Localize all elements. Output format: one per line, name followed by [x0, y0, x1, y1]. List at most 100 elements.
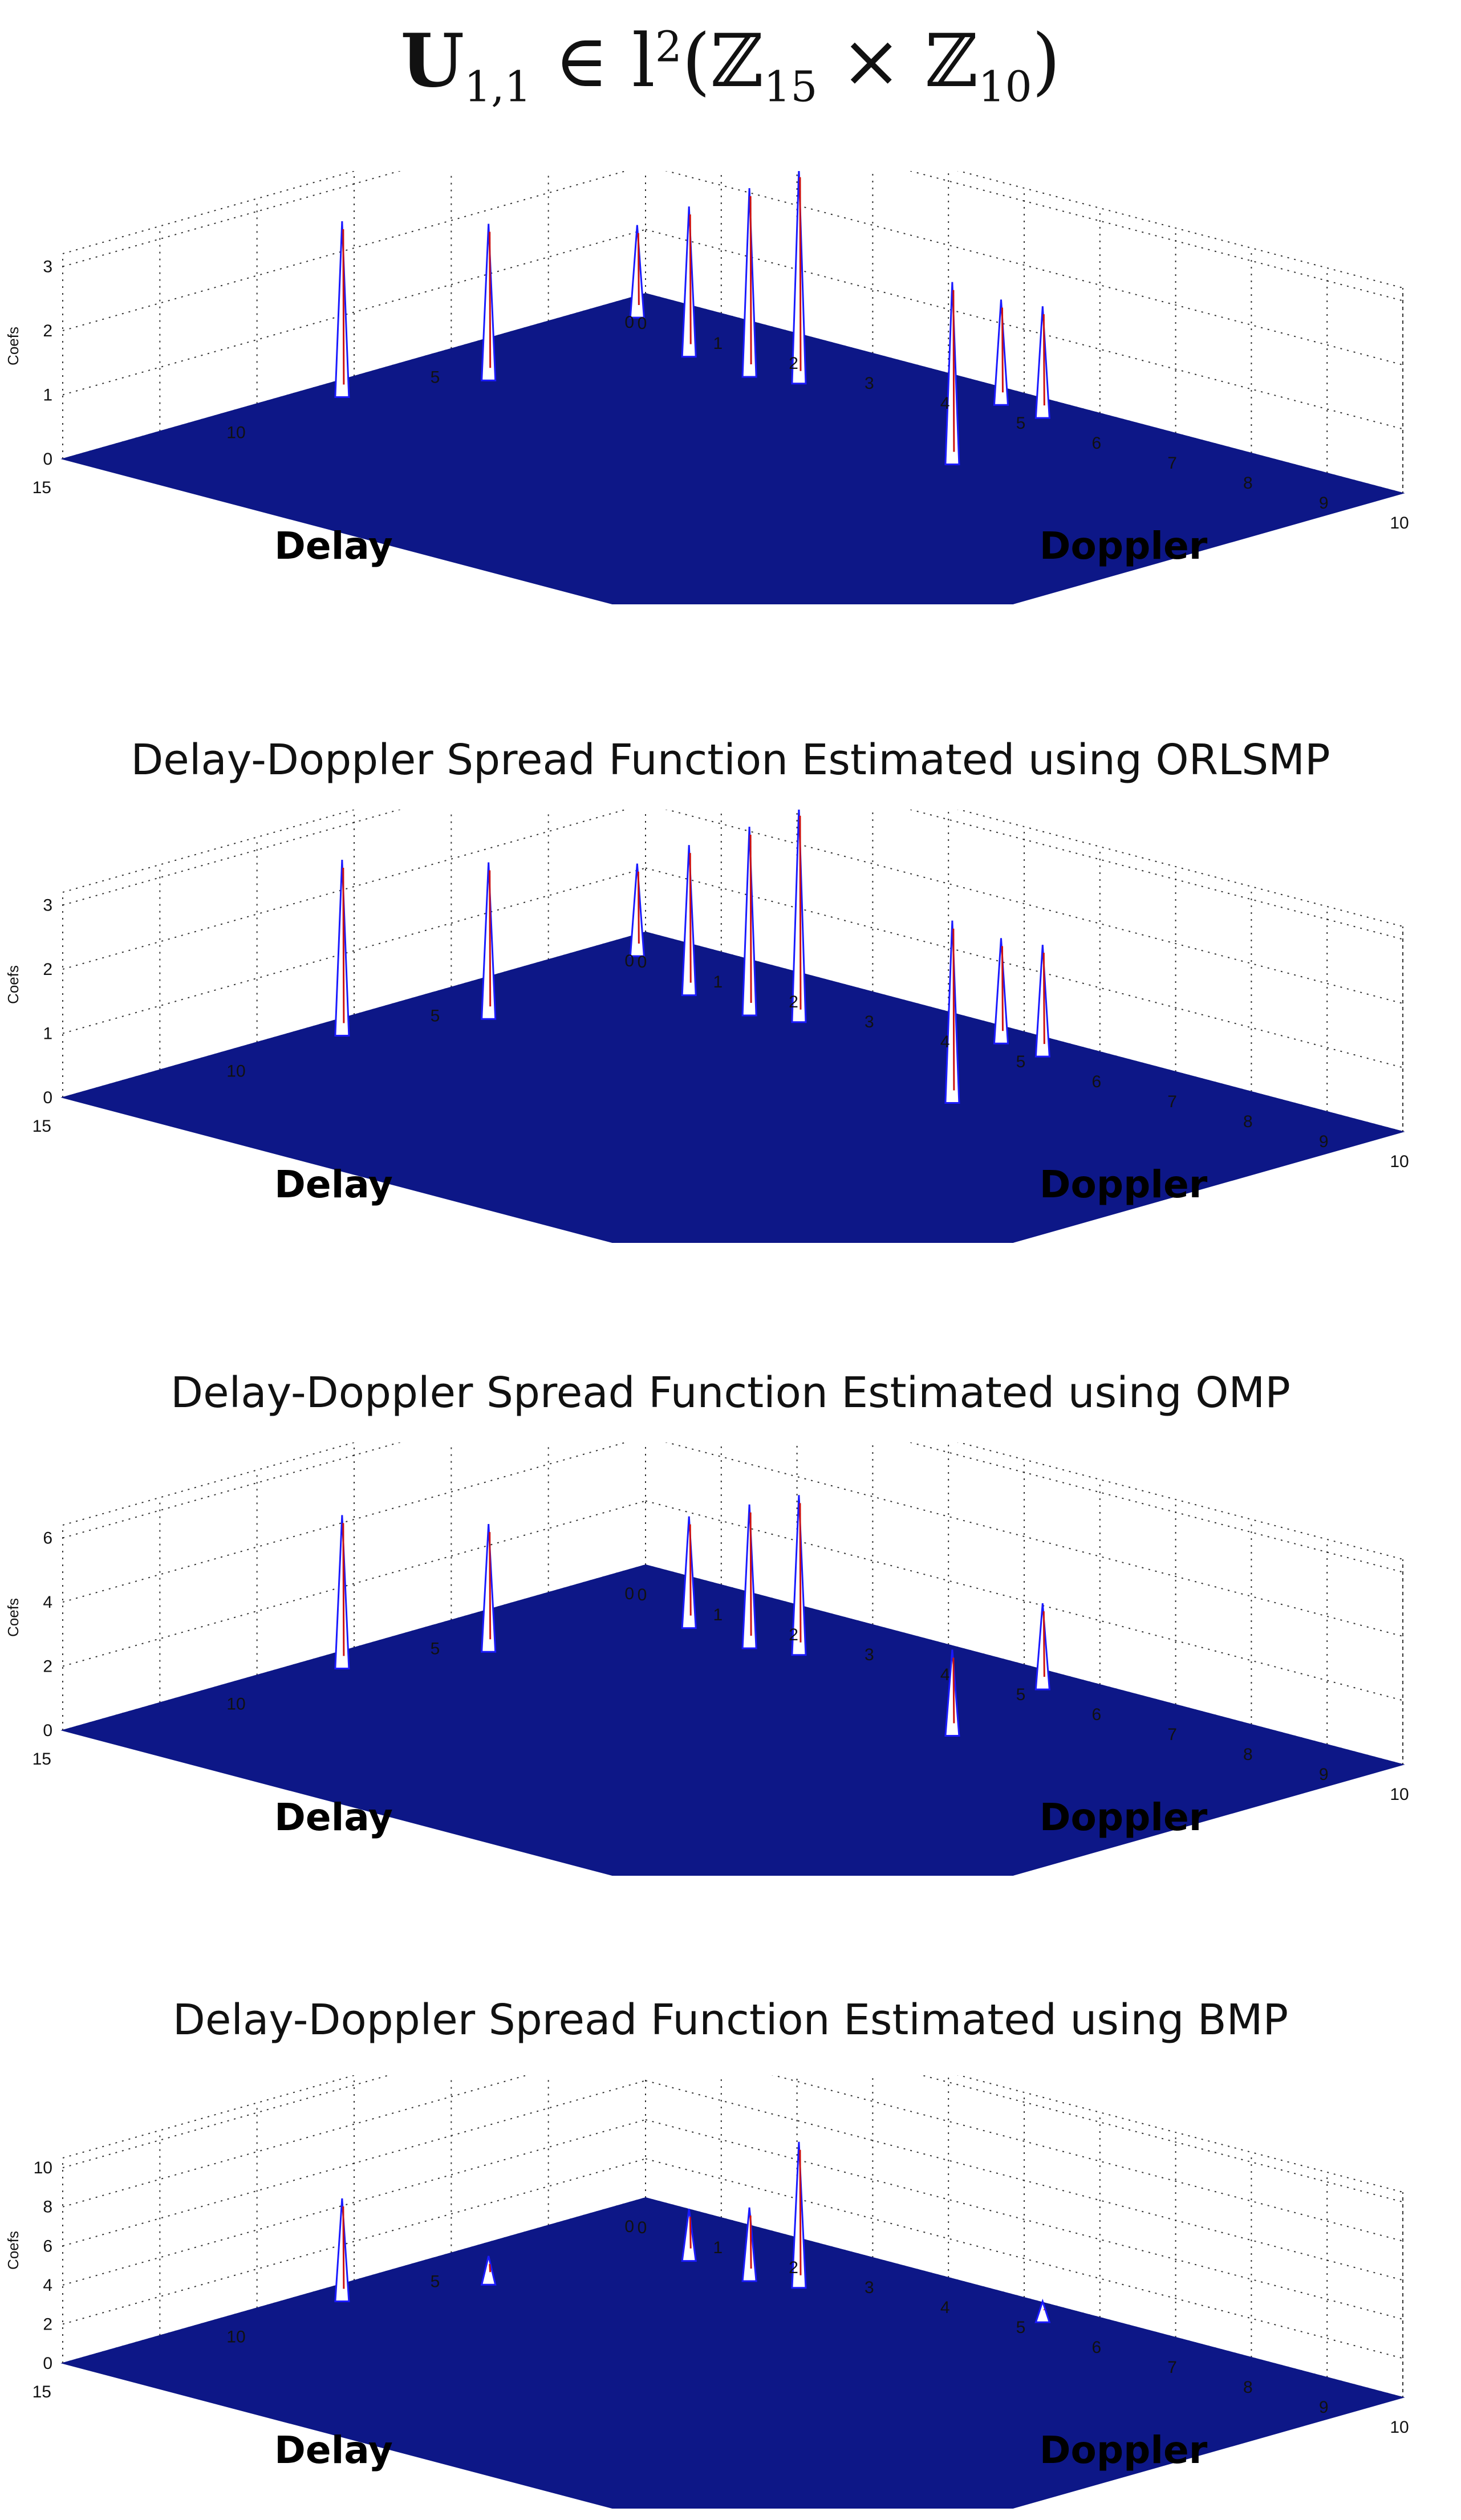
z-tick-label: 2	[43, 1657, 52, 1676]
surface-floor	[60, 1564, 1405, 1876]
chart-panel-omp: 0 2 4 6 0 1 2 3 4 5 6 7 8 9 10 0 5 10 15 Coefs Delay Doppler	[0, 1442, 1461, 1876]
x-tick-label: 6	[1091, 434, 1101, 453]
x-tick-label: 5	[1016, 1052, 1026, 1071]
grid-line-z-3	[62, 810, 1403, 940]
x-tick-label: 0	[638, 953, 647, 972]
z-axis-label: Coefs	[5, 1598, 22, 1637]
peak-spike	[481, 862, 497, 1020]
y-tick-label: 0	[624, 952, 634, 970]
y-axis-label: Delay	[274, 2428, 393, 2472]
peak	[1034, 1603, 1050, 1690]
y-tick-label: 5	[431, 1007, 440, 1026]
x-tick-label: 4	[940, 1033, 950, 1051]
y-tick-label: 0	[624, 1584, 634, 1603]
y-axis-label: Delay	[274, 524, 393, 568]
y-axis-label: Delay	[274, 1163, 393, 1206]
peak	[993, 938, 1009, 1044]
surface-floor	[60, 2197, 1405, 2509]
z-tick-label: 2	[43, 2315, 52, 2334]
peak-spike	[993, 938, 1009, 1044]
peak-center-line	[689, 2217, 692, 2249]
peak	[944, 282, 960, 465]
chart-panel-orlsmp: 0 1 2 3 0 1 2 3 4 5 6 7 8 9 10 0 5 10 15 Coefs Delay Doppler	[0, 810, 1461, 1243]
peak-spike	[791, 1495, 807, 1656]
peak	[791, 810, 807, 1023]
y-tick-label: 15	[33, 1117, 51, 1136]
box-edges	[62, 171, 1403, 493]
y-tick-label: 5	[431, 1640, 440, 1659]
peak-spike	[944, 282, 960, 465]
chart-root: 0 1 2 3 0 1 2 3 4 5 6 7 8 9 10 0 5 10 15 Coefs Delay Doppler	[5, 171, 1409, 604]
x-tick-label: 6	[1091, 1705, 1101, 1724]
grid-line-z-1	[62, 2158, 1403, 2359]
x-tick-label: 5	[1016, 1685, 1026, 1704]
grid-line-z-3	[62, 171, 1403, 302]
peak-spike	[1034, 2298, 1051, 2323]
x-tick-label: 4	[940, 2298, 950, 2317]
z-tick-label: 0	[43, 450, 52, 469]
chart-root: 0 2 4 6 8 10 0 1 2 3 4 5 6 7 8 9 10 0 5 10 15 Coefs Delay Doppl…	[5, 2075, 1409, 2509]
peak-center-line	[342, 1523, 345, 1656]
chart-panel-bmp: 0 2 4 6 8 10 0 1 2 3 4 5 6 7 8 9 10 0 5 10 15 Coefs Delay Doppl…	[0, 2075, 1461, 2509]
grid-line-z-2	[62, 171, 1403, 365]
z-tick-label: 1	[43, 386, 52, 405]
peak	[1034, 306, 1050, 419]
x-tick-label: 7	[1167, 1092, 1177, 1111]
peak-center-line	[749, 835, 752, 1003]
z-axis-label: Coefs	[5, 2231, 22, 2270]
grid-line-z-2	[62, 810, 1403, 1004]
x-tick-label: 8	[1243, 1745, 1253, 1764]
x-tick-label: 8	[1243, 1112, 1253, 1131]
surface-floor	[60, 292, 1405, 604]
grid-line-z-5	[62, 2075, 1403, 2203]
peak-center-line	[749, 2215, 752, 2269]
x-tick-label: 9	[1319, 494, 1329, 513]
x-tick-label: 5	[1016, 414, 1026, 433]
peak-spike	[944, 1649, 960, 1737]
x-tick-label: 8	[1243, 2378, 1253, 2397]
x-tick-label: 9	[1319, 1765, 1329, 1784]
grid-line-z-1	[62, 867, 1403, 1068]
peak-center-line	[1001, 307, 1004, 393]
peak	[481, 223, 497, 381]
peak-center-line	[952, 928, 955, 1091]
y-tick-label: 10	[226, 2327, 245, 2346]
x-tick-label: 1	[713, 2238, 723, 2257]
z-tick-label: 3	[43, 258, 52, 277]
title-sub-a: 15	[764, 62, 818, 112]
grid-line-z-4	[62, 2075, 1403, 2242]
x-tick-label: 10	[1390, 1152, 1409, 1171]
box-edges	[62, 2075, 1403, 2397]
z-tick-label: 6	[43, 1529, 52, 1548]
peak-spike	[334, 859, 350, 1037]
title-sub-b: 10	[978, 62, 1032, 112]
x-tick-label: 9	[1319, 1132, 1329, 1151]
peak	[1034, 945, 1050, 1058]
title-times: × ℤ	[817, 19, 979, 104]
peak-center-line	[689, 853, 692, 983]
z-axis-label: Coefs	[5, 327, 22, 365]
peak	[944, 1649, 960, 1737]
y-tick-label: 10	[226, 1694, 245, 1713]
peak-center-line	[342, 868, 345, 1023]
peak-center-line	[749, 1512, 752, 1636]
title-membership: ∈ l	[531, 19, 655, 104]
grid-line-z-3	[62, 1442, 1403, 1573]
grid-line-z-1	[62, 1500, 1403, 1701]
peak-spike	[741, 826, 757, 1017]
peak-center-line	[952, 1657, 955, 1724]
peak-center-line	[799, 1503, 802, 1643]
y-tick-label: 0	[624, 2217, 634, 2236]
x-tick-label: 4	[940, 1665, 950, 1684]
peak	[481, 1524, 497, 1653]
x-tick-label: 2	[789, 354, 798, 373]
x-tick-label: 10	[1390, 514, 1409, 533]
chart-root: 0 1 2 3 0 1 2 3 4 5 6 7 8 9 10 0 5 10 15 Coefs Delay Doppler	[5, 810, 1409, 1243]
peak-spike	[791, 810, 807, 1023]
peak	[629, 225, 645, 319]
y-tick-label: 10	[226, 423, 245, 442]
x-tick-label: 8	[1243, 474, 1253, 493]
peak	[334, 1515, 350, 1670]
z-axis-label: Coefs	[5, 965, 22, 1004]
y-tick-label: 10	[226, 1062, 245, 1080]
